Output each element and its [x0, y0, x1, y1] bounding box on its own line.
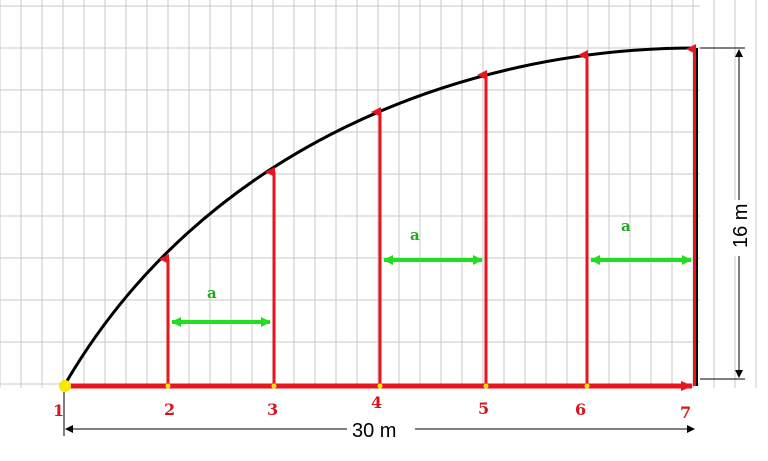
point-marker-4: [377, 383, 383, 389]
height-dimension-label: 16 m: [730, 204, 752, 248]
spacing-label-2: a: [410, 226, 420, 244]
point-markers: [59, 380, 590, 392]
width-dimension: 30 m: [63, 392, 695, 443]
spacing-arrows: a a a: [171, 217, 692, 327]
spacing-label-3: a: [621, 217, 631, 235]
point-labels: 1 2 3 4 5 6 7: [53, 393, 691, 422]
point-label-6: 6: [575, 400, 586, 419]
arch-curve: [62, 46, 697, 387]
background-grid: [0, 0, 757, 388]
point-label-4: 4: [371, 393, 382, 412]
spacing-label-1: a: [207, 284, 217, 302]
point-marker-5: [483, 383, 489, 389]
point-label-1: 1: [53, 401, 64, 420]
point-label-5: 5: [478, 399, 489, 418]
point-label-3: 3: [267, 400, 278, 419]
point-marker-3: [271, 383, 277, 389]
width-dimension-label: 30 m: [352, 420, 396, 442]
vertical-supports: [159, 44, 698, 386]
point-marker-6: [584, 383, 590, 389]
point-marker-2: [165, 383, 171, 389]
point-marker-1: [59, 380, 71, 392]
point-label-2: 2: [164, 400, 175, 419]
point-label-7: 7: [680, 403, 691, 422]
height-dimension: 16 m: [700, 47, 753, 380]
